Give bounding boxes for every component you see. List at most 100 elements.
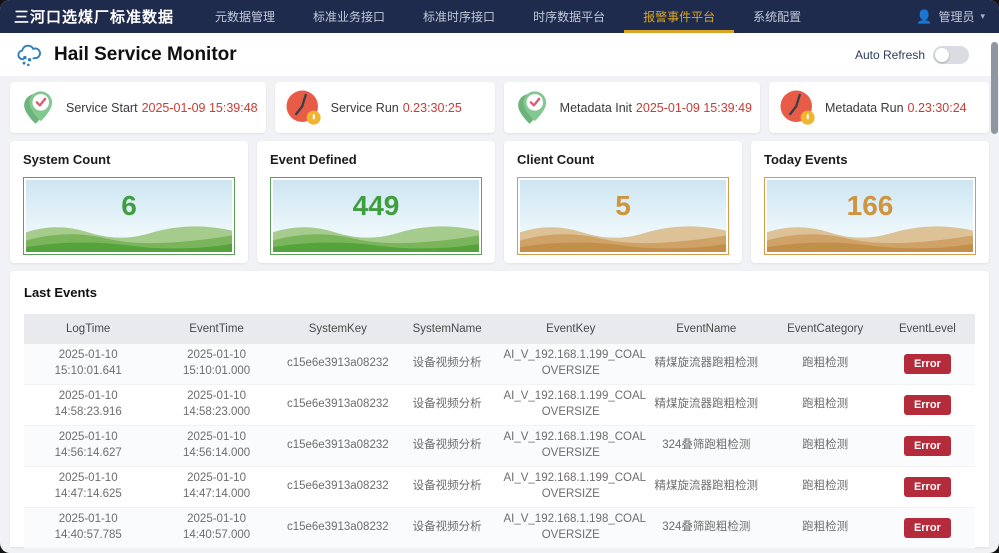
cell-logtime: 2025-01-10 14:58:23.916 — [54, 390, 122, 418]
error-badge: Error — [903, 394, 951, 416]
status-value: 2025-01-09 15:39:49 — [635, 100, 752, 115]
cell-eventtime: 2025-01-10 14:56:14.000 — [182, 431, 251, 459]
cell-eventcategory: 跑粗检测 — [802, 357, 849, 370]
cell-eventkey: AI_V_192.168.1.199_COAL OVERSIZE — [503, 349, 647, 377]
toggle-knob — [935, 47, 949, 62]
col-header-eventtime: EventTime — [189, 323, 244, 335]
pin-check-icon — [24, 90, 53, 124]
cell-eventlevel: Error — [880, 476, 975, 498]
stat-image-frame: 449 — [270, 177, 482, 255]
status-card-text: Service Start 2025-01-09 15:39:48 — [66, 101, 258, 115]
status-card-text: Service Run 0.23:30:25 — [331, 101, 462, 115]
stat-title: Today Events — [764, 152, 848, 167]
auto-refresh-toggle[interactable] — [933, 45, 969, 64]
user-menu[interactable]: 👤 管理员 ▾ — [916, 0, 985, 33]
auto-refresh-label: Auto Refresh — [854, 47, 925, 62]
stat-value: 166 — [846, 190, 894, 222]
col-header-eventlevel: EventLevel — [898, 323, 956, 335]
landscape-image: 6 — [26, 180, 232, 252]
col-header-eventkey: EventKey — [546, 323, 596, 335]
cell-systemname: 设备视频分析 — [412, 357, 482, 370]
landscape-image: 5 — [520, 180, 726, 252]
nav-item-timeseries-platform[interactable]: 时序数据平台 — [533, 10, 606, 24]
cell-eventname: 精煤旋流器跑粗检测 — [654, 398, 759, 411]
nav-item-std-business-api[interactable]: 标准业务接口 — [313, 10, 386, 24]
nav-item-alarm-event-platform[interactable]: 报警事件平台 — [624, 0, 735, 33]
table-row[interactable]: 2025-01-10 14:40:57.785 2025-01-10 14:40… — [24, 508, 975, 549]
cell-systemname: 设备视频分析 — [412, 439, 482, 452]
top-nav-bar: 三河口选煤厂标准数据 元数据管理 标准业务接口 标准时序接口 时序数据平台 报警… — [0, 0, 999, 33]
cell-systemkey: c15e6e3913a08232 — [286, 357, 389, 370]
col-header-logtime: LogTime — [66, 323, 111, 335]
cell-systemkey: c15e6e3913a08232 — [286, 439, 389, 452]
stat-cards-row: System Count 6 Event Defined — [0, 133, 999, 263]
error-badge: Error — [903, 476, 951, 498]
stat-title: Client Count — [517, 152, 595, 167]
cell-eventcategory: 跑粗检测 — [802, 480, 849, 493]
status-card-text: Metadata Init 2025-01-09 15:39:49 — [560, 101, 752, 115]
cell-eventlevel: Error — [880, 517, 975, 539]
stat-card-system-count: System Count 6 — [10, 141, 248, 263]
clock-icon — [286, 90, 321, 125]
nav-item-system-config[interactable]: 系统配置 — [753, 10, 802, 24]
stat-value: 6 — [121, 190, 137, 222]
cell-eventtime: 2025-01-10 14:58:23.000 — [182, 390, 251, 418]
table-row[interactable]: 2025-01-10 14:56:14.627 2025-01-10 14:56… — [24, 426, 975, 467]
status-card-service-run: Service Run 0.23:30:25 — [274, 82, 495, 133]
cell-eventtime: 2025-01-10 14:47:14.000 — [182, 472, 251, 500]
table-row[interactable]: 2025-01-10 15:10:01.641 2025-01-10 15:10… — [24, 344, 975, 385]
cell-logtime: 2025-01-10 14:40:57.785 — [54, 513, 122, 541]
cell-systemkey: c15e6e3913a08232 — [286, 398, 389, 411]
cell-eventname: 324叠筛跑粗检测 — [662, 439, 751, 452]
error-badge: Error — [903, 353, 951, 375]
landscape-image: 166 — [767, 180, 973, 252]
page-title: Hail Service Monitor — [54, 43, 237, 65]
pin-check-icon — [517, 90, 546, 124]
table-row[interactable]: 2025-01-10 14:47:14.625 2025-01-10 14:47… — [24, 467, 975, 508]
last-events-title: Last Events — [24, 285, 97, 300]
cell-eventcategory: 跑粗检测 — [802, 521, 849, 534]
brand-title: 三河口选煤厂标准数据 — [14, 9, 175, 26]
status-value: 0.23:30:24 — [907, 100, 967, 115]
cell-logtime: 2025-01-10 14:47:14.625 — [54, 472, 122, 500]
user-icon: 👤 — [916, 8, 933, 24]
cell-logtime: 2025-01-10 14:56:14.627 — [54, 431, 122, 459]
table-row[interactable]: 2025-01-10 14:58:23.916 2025-01-10 14:58… — [24, 385, 975, 426]
col-header-eventcategory: EventCategory — [787, 323, 864, 335]
status-value: 0.23:30:25 — [402, 100, 462, 115]
hills-graphic — [520, 226, 726, 252]
cell-eventtime: 2025-01-10 15:10:01.000 — [182, 349, 251, 377]
cell-eventkey: AI_V_192.168.1.199_COAL OVERSIZE — [503, 390, 647, 418]
status-card-metadata-run: Metadata Run 0.23:30:24 — [769, 82, 990, 133]
hills-graphic — [273, 226, 479, 252]
cell-systemname: 设备视频分析 — [412, 521, 482, 534]
events-table: LogTime EventTime SystemKey SystemName E… — [24, 314, 975, 549]
cell-systemkey: c15e6e3913a08232 — [286, 480, 389, 493]
error-badge: Error — [903, 517, 951, 539]
status-card-text: Metadata Run 0.23:30:24 — [825, 101, 967, 115]
cell-eventname: 精煤旋流器跑粗检测 — [654, 480, 759, 493]
status-value: 2025-01-09 15:39:48 — [141, 100, 258, 115]
status-label: Service Start — [66, 100, 138, 115]
nav-item-metadata-mgmt[interactable]: 元数据管理 — [215, 10, 276, 24]
hail-cloud-icon — [17, 44, 41, 66]
stat-image-frame: 5 — [517, 177, 729, 255]
status-card-metadata-init: Metadata Init 2025-01-09 15:39:49 — [503, 82, 760, 133]
cell-eventcategory: 跑粗检测 — [802, 398, 849, 411]
cell-eventlevel: Error — [880, 353, 975, 375]
cell-eventkey: AI_V_192.168.1.198_COAL OVERSIZE — [503, 513, 647, 541]
stat-title: System Count — [23, 152, 111, 167]
error-badge: Error — [903, 435, 951, 457]
stat-value: 5 — [615, 190, 631, 222]
stat-card-today-events: Today Events 166 — [751, 141, 989, 263]
cell-eventkey: AI_V_192.168.1.198_COAL OVERSIZE — [503, 431, 647, 459]
vertical-scrollbar[interactable] — [991, 42, 998, 134]
cell-eventtime: 2025-01-10 14:40:57.000 — [182, 513, 251, 541]
nav-item-std-timeseries-api[interactable]: 标准时序接口 — [423, 10, 496, 24]
col-header-systemkey: SystemKey — [308, 323, 367, 335]
landscape-image: 449 — [273, 180, 479, 252]
cell-eventlevel: Error — [880, 435, 975, 457]
last-events-panel: Last Events LogTime EventTime SystemKey … — [10, 271, 989, 549]
cell-eventname: 324叠筛跑粗检测 — [662, 521, 751, 534]
